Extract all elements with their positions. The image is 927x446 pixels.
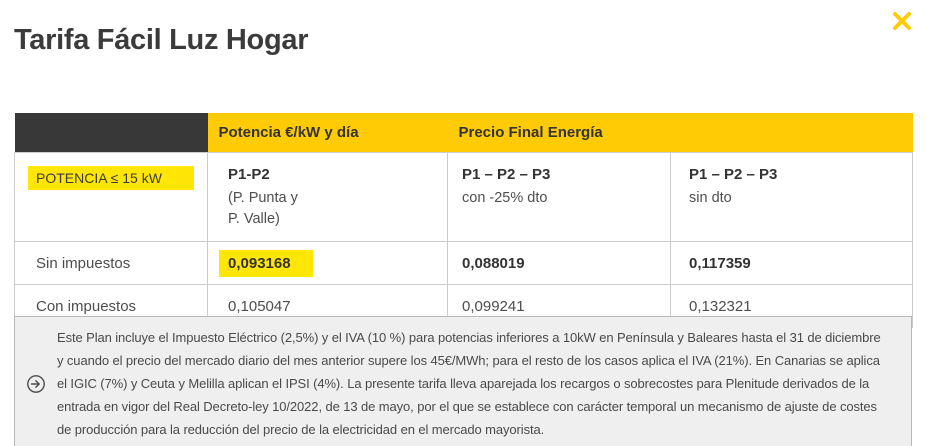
value-cell: 0,117359 — [670, 241, 913, 285]
value-highlight: 0,093168 — [219, 249, 313, 277]
row-label: Sin impuestos — [14, 241, 208, 285]
value-cell: 0,088019 — [447, 241, 671, 285]
table-header-row: Potencia €/kW y día Precio Final Energía — [14, 113, 913, 152]
header-precio-final-energia: Precio Final Energía — [447, 113, 913, 152]
col-potencia-title: P1-P2 — [228, 165, 270, 183]
arrow-circle-icon — [15, 374, 57, 394]
footnote-text: Este Plan incluye el Impuesto Eléctrico … — [57, 330, 881, 437]
col-potencia-cell: P1-P2 (P. Punta y P. Valle) — [207, 151, 448, 242]
table-row-sin-impuestos: Sin impuestos 0,093168 0,088019 0,117359 — [14, 241, 913, 285]
potencia-limit-cell: POTENCIA ≤ 15 kW — [14, 151, 208, 242]
col-con-dto-subtitle: con -25% dto — [462, 189, 548, 206]
footnote-box: Este Plan incluye el Impuesto Eléctrico … — [14, 316, 912, 446]
col-sin-dto-cell: P1 – P2 – P3 sin dto — [670, 151, 913, 242]
value-cell: 0,093168 — [207, 241, 448, 285]
page-title: Tarifa Fácil Luz Hogar — [14, 24, 309, 56]
col-sin-dto-title: P1 – P2 – P3 — [689, 165, 778, 183]
potencia-limit-highlight: POTENCIA ≤ 15 kW — [28, 165, 194, 190]
col-con-dto-title: P1 – P2 – P3 — [462, 165, 551, 183]
col-potencia-subtitle: (P. Punta y P. Valle) — [228, 189, 298, 228]
table-subheader-row: POTENCIA ≤ 15 kW P1-P2 (P. Punta y P. Va… — [14, 151, 913, 242]
tariff-table: Potencia €/kW y día Precio Final Energía… — [14, 113, 913, 328]
close-icon[interactable] — [889, 8, 915, 34]
header-potencia: Potencia €/kW y día — [207, 113, 448, 152]
col-sin-dto-subtitle: sin dto — [689, 189, 732, 206]
header-empty-cell — [14, 113, 208, 152]
col-con-dto-cell: P1 – P2 – P3 con -25% dto — [447, 151, 671, 242]
close-x-glyph — [893, 12, 911, 30]
